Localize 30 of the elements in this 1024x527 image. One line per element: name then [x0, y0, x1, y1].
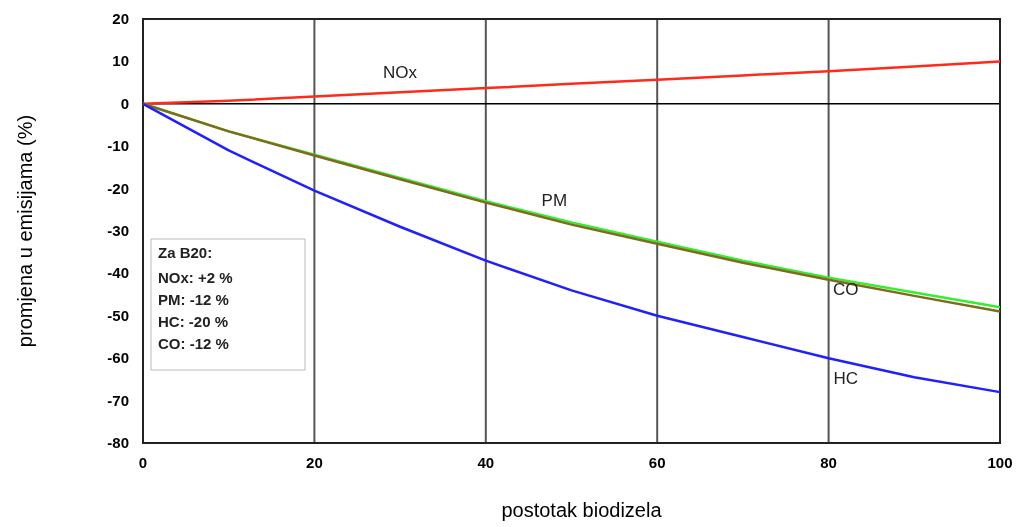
series-label: PM [541, 190, 568, 210]
series-label: CO [832, 279, 859, 299]
x-tick-label: 60 [648, 454, 666, 471]
y-tick-label: -20 [107, 179, 129, 197]
y-tick-label: 20 [112, 10, 129, 27]
x-tick-label: 100 [987, 454, 1013, 471]
x-tick-label: 20 [306, 454, 323, 471]
y-axis-title: promjena u emisijama (%) [14, 114, 36, 348]
y-tick-label: -40 [107, 264, 129, 282]
annotation: CO: -12 % [158, 335, 229, 352]
annotation: NOx: +2 % [158, 269, 233, 286]
x-axis-title: postotak biodizela [501, 499, 663, 521]
annotation: PM: -12 % [158, 291, 229, 308]
y-tick-label: -30 [107, 222, 129, 239]
x-tick-label: 0 [138, 454, 148, 471]
y-tick-label: 0 [120, 94, 129, 112]
y-tick-label: 10 [112, 52, 129, 70]
x-tick-label: 40 [477, 454, 495, 471]
x-tick-label: 80 [820, 454, 837, 471]
line-series [141, 102, 1002, 394]
annotation: Za B20: [158, 244, 213, 261]
y-tick-label: -10 [107, 137, 129, 155]
annotation: HC: -20 % [158, 313, 229, 330]
y-tick-label: -80 [107, 434, 129, 451]
y-tick-label: -60 [107, 349, 129, 367]
y-tick-label: -70 [107, 391, 129, 409]
y-tick-label: -50 [107, 306, 129, 324]
line-series [141, 60, 1002, 106]
series-label: NOx [383, 63, 418, 83]
series-label: HC [833, 368, 859, 388]
